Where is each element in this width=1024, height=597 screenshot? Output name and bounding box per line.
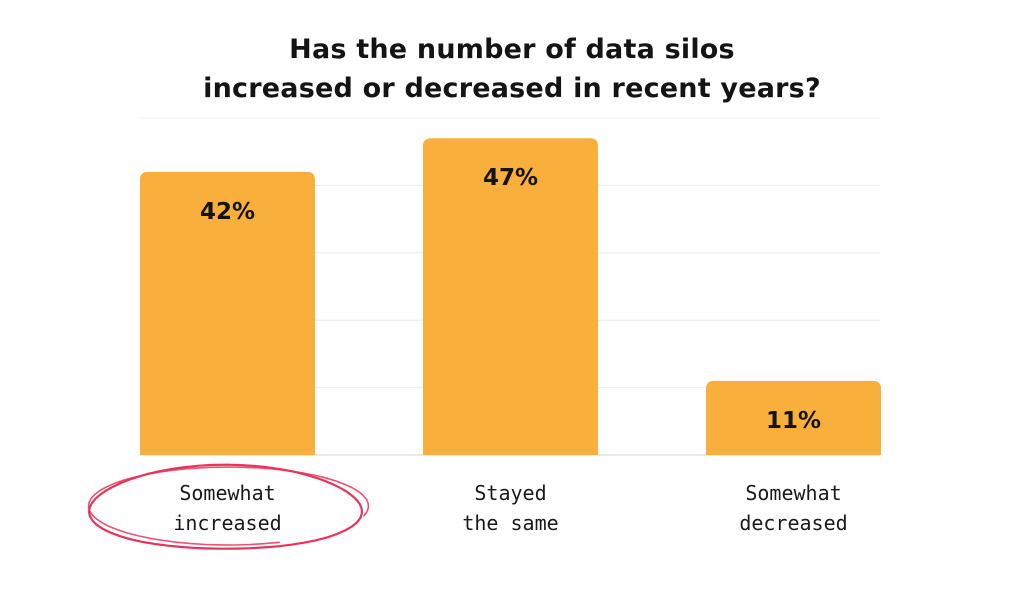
bar-value-label-2: 11% — [766, 408, 821, 434]
bar-value-label-1: 47% — [483, 165, 538, 191]
bar-0 — [140, 171, 315, 456]
bar-2 — [706, 380, 881, 455]
value-labels: 42% 47% 11% — [200, 165, 821, 434]
category-label-1-line-1: the same — [462, 511, 558, 535]
category-label-2-line-0: Somewhat — [745, 481, 841, 505]
bar-1 — [423, 138, 598, 455]
category-labels: Somewhat increased Stayed the same Somewhat d… — [173, 481, 847, 535]
chart-title: Has the number of data silos increased o… — [0, 30, 1024, 108]
category-label-0-line-1: increased — [173, 511, 281, 535]
highlight-circle-stroke-1 — [87, 463, 363, 550]
chart-title-line-2: increased or decreased in recent years? — [203, 73, 821, 104]
highlight-circle-stroke-2 — [87, 466, 370, 546]
category-label-2-line-1: decreased — [739, 511, 847, 535]
bars — [140, 138, 881, 456]
bar-value-label-0: 42% — [200, 199, 255, 225]
category-label-0-line-0: Somewhat — [179, 481, 275, 505]
highlight-annotation — [87, 463, 370, 550]
chart-title-line-1: Has the number of data silos — [289, 34, 735, 65]
category-label-1-line-0: Stayed — [474, 481, 546, 505]
